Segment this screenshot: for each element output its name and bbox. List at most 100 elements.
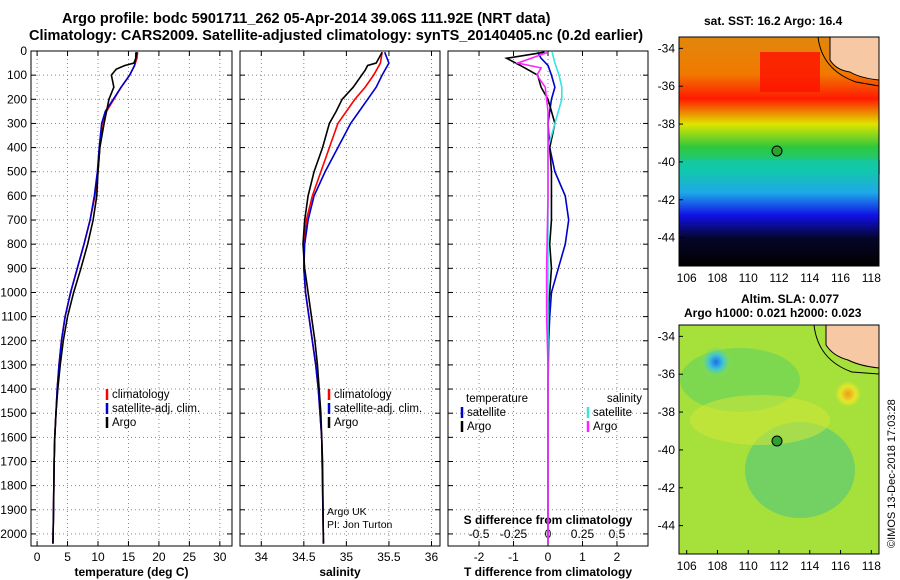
sla-low-patch-2 [745, 422, 855, 518]
map-x-tick-label: 116 [831, 559, 850, 573]
map-x-tick-label: 112 [769, 559, 788, 573]
legend-heading: salinity [607, 393, 642, 405]
imos-timestamp: ©IMOS 13-Dec-2018 17:03:28 [886, 399, 898, 548]
legend-label: satellite-adj. clim. [112, 403, 200, 415]
y-tick-label: 100 [7, 68, 27, 82]
series-line [52, 52, 139, 544]
map-x-tick-label: 118 [862, 559, 881, 573]
pi-credit-line1: Argo UK [327, 506, 367, 518]
map-y-tick-label: -44 [658, 231, 676, 245]
x-tick-label: 1 [579, 550, 586, 564]
x-tick-label: 34 [255, 550, 269, 564]
y-tick-label: 2000 [0, 527, 27, 541]
y-tick-label: 1500 [0, 406, 27, 420]
x2-tick-label: -0.25 [500, 527, 528, 541]
sla-high-patch [690, 395, 830, 445]
warm-eddy [835, 381, 861, 407]
sst-map-title: sat. SST: 16.2 Argo: 16.4 [704, 14, 843, 28]
y-tick-label: 1100 [1, 310, 27, 324]
x-tick-label: -1 [508, 550, 519, 564]
map-x-tick-label: 112 [769, 271, 788, 285]
cold-eddy [700, 346, 732, 378]
coastline-contour-sst [817, 36, 880, 87]
x-tick-label: 30 [213, 550, 227, 564]
sla-map-title-line1: Altim. SLA: 0.077 [741, 292, 840, 306]
map-y-tick-label: -42 [658, 193, 676, 207]
y-tick-label: 600 [7, 189, 27, 203]
y-tick-label: 900 [7, 261, 27, 275]
map-y-tick-label: -38 [658, 405, 676, 419]
map-y-tick-label: -34 [658, 329, 676, 343]
map-y-tick-label: -36 [658, 79, 676, 93]
series-line [52, 52, 137, 544]
land-australia-sla [825, 324, 880, 369]
x2-tick-label: 0.25 [571, 527, 595, 541]
y-tick-label: 1800 [0, 479, 27, 493]
legend-label: Argo [593, 421, 617, 433]
y-tick-label: 1700 [0, 454, 27, 468]
x-tick-label: 35.5 [377, 550, 401, 564]
y-tick-label: 1200 [0, 334, 27, 348]
x-tick-label: 0 [34, 550, 41, 564]
y-tick-label: 0 [20, 44, 27, 58]
series-line [303, 51, 390, 544]
x-tick-label: 0 [545, 550, 552, 564]
map-y-tick-label: -34 [658, 41, 676, 55]
map-x-tick-label: 108 [707, 271, 727, 285]
temperature-panel: 0 5 10 15 20 25 300100200300400500600700800900… [0, 44, 233, 579]
argo-float-marker-sst [771, 145, 783, 157]
legend-label: satellite [467, 407, 506, 419]
plot-frame [239, 50, 441, 547]
map-x-tick-label: 108 [707, 559, 727, 573]
y-tick-label: 700 [7, 213, 27, 227]
x-tick-label: 36 [425, 550, 439, 564]
map-x-tick-label: 110 [739, 271, 758, 285]
sla-map [678, 324, 880, 555]
plot-frame [30, 50, 233, 547]
series-line [52, 52, 138, 544]
x-tick-label: 2 [614, 550, 621, 564]
y-tick-label: 200 [7, 92, 27, 106]
legend-label: Argo [334, 417, 358, 429]
x-tick-label: 15 [122, 550, 136, 564]
map-y-tick-label: -44 [658, 519, 676, 533]
legend-heading: temperature [466, 393, 528, 405]
map-y-tick-label: -40 [658, 155, 676, 169]
y-tick-label: 1300 [0, 358, 27, 372]
argo-float-marker-sla [771, 435, 783, 447]
y-tick-label: 1000 [0, 285, 27, 299]
x2-tick-label: -0.5 [469, 527, 490, 541]
legend-label: Argo [112, 417, 136, 429]
y-tick-label: 800 [7, 237, 27, 251]
map-x-tick-label: 114 [800, 271, 819, 285]
sst-map [678, 36, 880, 267]
legend-label: satellite-adj. clim. [334, 403, 422, 415]
sst-warm-patch [760, 52, 820, 92]
x-tick-label: 5 [64, 550, 71, 564]
map-x-tick-label: 106 [677, 271, 697, 285]
x-tick-label: 25 [183, 550, 197, 564]
figure-title-line1: Argo profile: bodc 5901711_262 05-Apr-20… [62, 11, 551, 27]
x-tick-label: 20 [152, 550, 166, 564]
legend-label: climatology [112, 389, 170, 401]
series-line [302, 51, 383, 544]
map-axes: 106 108 110 112 114 116 118 -34 -36 -38 -40 -42 -44 1… [658, 41, 882, 573]
map-x-tick-label: 114 [800, 559, 819, 573]
map-y-tick-label: -38 [658, 117, 676, 131]
salinity-panel: 34 34.5 35 35.5 36 salinity climatology satelli… [239, 50, 441, 579]
difference-panel: -2 -1 0 1 2T difference from climatology -0.5… [447, 50, 649, 579]
y-tick-label: 1400 [0, 382, 27, 396]
series-line [303, 52, 383, 544]
series-line [536, 51, 570, 544]
map-x-tick-label: 118 [862, 271, 881, 285]
map-x-tick-label: 116 [831, 271, 850, 285]
y-tick-label: 1900 [0, 503, 27, 517]
y-tick-label: 1600 [0, 430, 27, 444]
series-line [514, 51, 549, 544]
x-axis-label: T difference from climatology [464, 565, 632, 579]
x-tick-label: -2 [474, 550, 485, 564]
x-tick-label: 35 [340, 550, 354, 564]
x-axis-label: temperature (deg C) [74, 565, 188, 579]
figure-title-line2: Climatology: CARS2009. Satellite-adjuste… [29, 28, 644, 44]
x-tick-label: 34.5 [292, 550, 316, 564]
